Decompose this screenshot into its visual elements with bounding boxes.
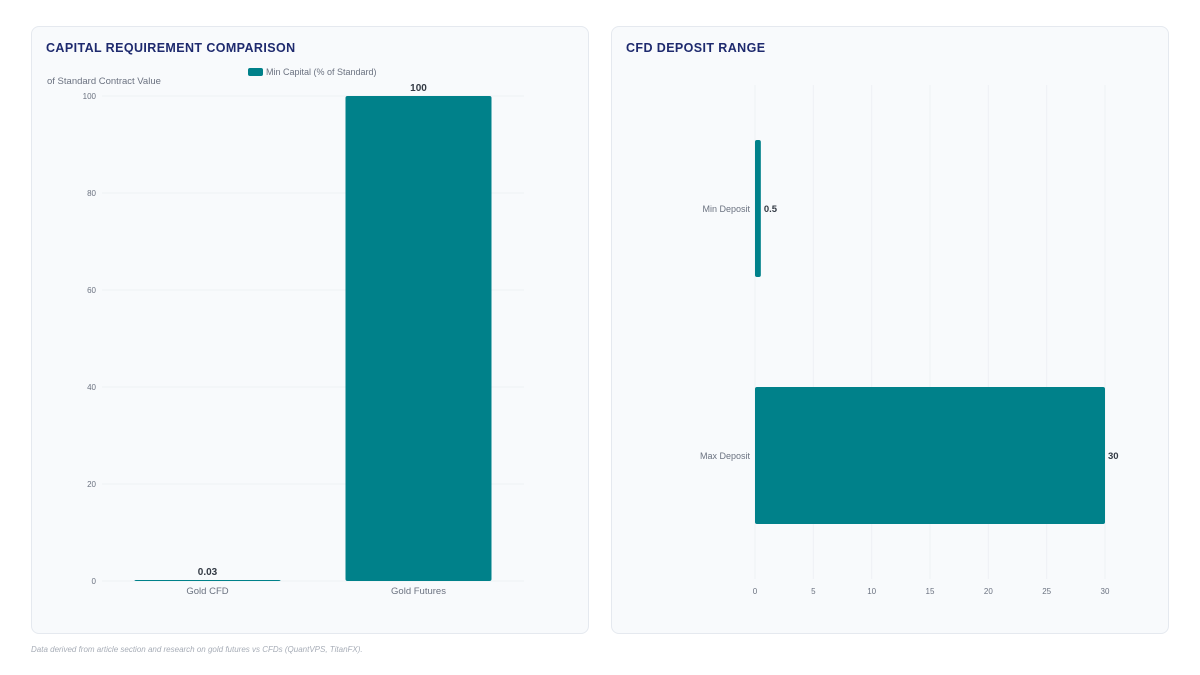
y-tick-label: 80 — [87, 189, 96, 198]
y-tick-label: 60 — [87, 286, 96, 295]
y-tick-label: 100 — [83, 92, 97, 101]
x-tick-label: 20 — [984, 587, 993, 596]
x-tick-label: 0 — [753, 587, 758, 596]
legend-label: Min Capital (% of Standard) — [266, 67, 377, 77]
y-axis-title: of Standard Contract Value — [47, 76, 161, 87]
x-tick-label: 10 — [867, 587, 876, 596]
bar — [755, 387, 1105, 524]
cfd-deposit-chart: 0 5 10 15 20 25 30 0.5 Min Deposit 30 Max Deposit — [700, 85, 1119, 596]
x-tick-label: 15 — [926, 587, 935, 596]
capital-requirement-panel: CAPITAL REQUIREMENT COMPARISON Min Capit… — [31, 26, 589, 634]
x-tick-label: Gold Futures — [391, 586, 446, 597]
x-tick-label: 30 — [1101, 587, 1110, 596]
chart-title: CFD DEPOSIT RANGE — [626, 41, 766, 55]
y-tick-label: Max Deposit — [700, 451, 751, 461]
source-footnote: Data derived from article section and re… — [31, 645, 363, 654]
bar — [345, 96, 492, 581]
bar — [755, 140, 761, 277]
data-label: 0.5 — [764, 204, 778, 215]
data-label: 30 — [1108, 451, 1119, 462]
x-tick-label: 5 — [811, 587, 816, 596]
data-label: 0.03 — [198, 567, 218, 578]
y-tick-label: 0 — [92, 577, 97, 586]
chart-title: CAPITAL REQUIREMENT COMPARISON — [46, 41, 296, 55]
legend-swatch — [248, 68, 263, 76]
capital-requirement-chart: Min Capital (% of Standard) of Standard C… — [47, 67, 524, 597]
cfd-deposit-panel: CFD DEPOSIT RANGE 0 5 10 15 20 25 30 0.5 Min Dep… — [611, 26, 1169, 634]
data-label: 100 — [410, 83, 427, 94]
x-tick-label: 25 — [1042, 587, 1051, 596]
y-tick-label: 20 — [87, 480, 96, 489]
y-tick-label: Min Deposit — [702, 204, 750, 214]
bar — [134, 580, 281, 581]
y-tick-label: 40 — [87, 383, 96, 392]
x-tick-label: Gold CFD — [186, 586, 228, 597]
